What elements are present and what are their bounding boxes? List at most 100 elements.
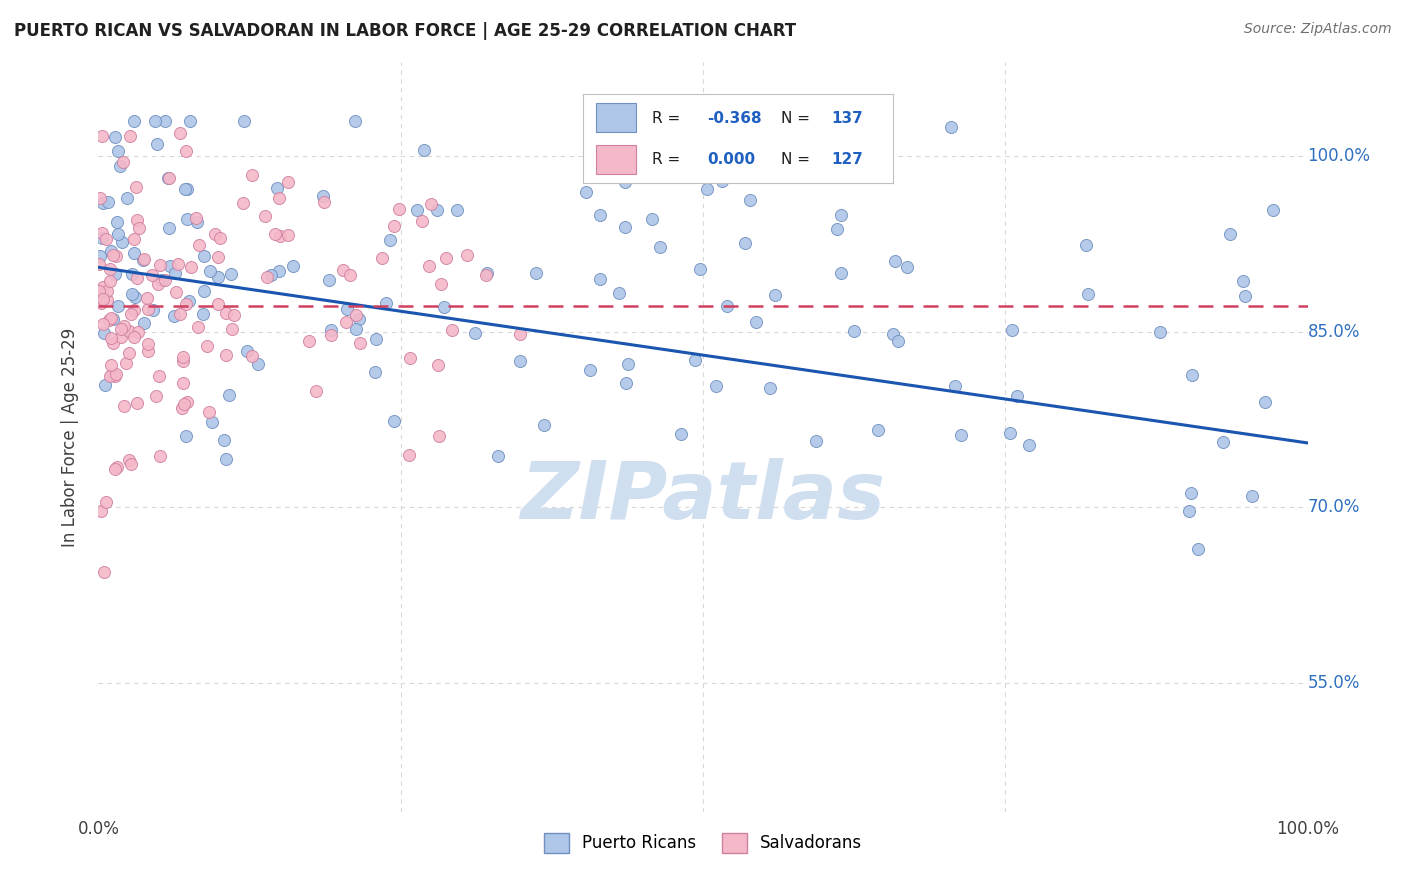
Point xyxy=(335,315,357,329)
Point xyxy=(98,274,121,288)
Point xyxy=(215,306,238,320)
Point xyxy=(112,318,135,333)
Point xyxy=(344,321,367,335)
Point xyxy=(89,249,111,263)
Point xyxy=(887,334,910,349)
Point xyxy=(141,268,163,283)
Point xyxy=(93,566,115,580)
Point xyxy=(177,294,200,309)
Point xyxy=(91,129,114,144)
Point xyxy=(254,209,277,223)
Point xyxy=(118,129,141,144)
Text: 85.0%: 85.0% xyxy=(1308,323,1360,341)
Point xyxy=(215,348,238,362)
Point xyxy=(98,369,121,384)
Point xyxy=(1219,227,1241,241)
Point xyxy=(90,296,112,310)
Point xyxy=(208,231,231,245)
Point xyxy=(509,327,531,342)
Point xyxy=(219,267,242,281)
Text: 70.0%: 70.0% xyxy=(1308,499,1360,516)
Point xyxy=(176,395,198,409)
Point xyxy=(685,353,707,368)
Point xyxy=(830,207,852,221)
Point xyxy=(125,396,148,410)
Point xyxy=(398,448,420,462)
Point xyxy=(198,405,221,419)
Point xyxy=(256,270,278,285)
Point xyxy=(207,250,229,264)
Point xyxy=(101,248,124,262)
Point xyxy=(222,309,245,323)
Point xyxy=(364,332,387,346)
Legend: Puerto Ricans, Salvadorans: Puerto Ricans, Salvadorans xyxy=(537,826,869,860)
Point xyxy=(446,202,468,217)
Point xyxy=(96,293,118,308)
Point xyxy=(163,266,186,280)
Point xyxy=(269,229,291,244)
Point xyxy=(122,114,145,128)
Point xyxy=(318,273,340,287)
Point xyxy=(195,339,218,353)
Point xyxy=(382,219,405,234)
Point xyxy=(173,397,195,411)
Point xyxy=(363,365,385,379)
Point xyxy=(533,418,555,433)
Point xyxy=(94,495,117,509)
Point xyxy=(218,388,240,402)
Point xyxy=(143,114,166,128)
Point xyxy=(641,212,664,227)
Point xyxy=(179,114,201,128)
Point xyxy=(1149,325,1171,339)
Point xyxy=(112,399,135,413)
Point xyxy=(464,326,486,340)
Point xyxy=(1254,395,1277,409)
Point xyxy=(758,381,780,395)
Point xyxy=(167,257,190,271)
Text: N =: N = xyxy=(782,112,815,126)
Point xyxy=(827,222,849,236)
Point xyxy=(111,155,134,169)
Point xyxy=(193,307,215,321)
Point xyxy=(96,232,118,246)
Point xyxy=(93,326,115,341)
Point xyxy=(174,182,197,196)
Point xyxy=(118,345,141,359)
Point xyxy=(97,195,120,210)
Point xyxy=(614,175,637,189)
Point xyxy=(575,186,598,200)
Point xyxy=(509,354,531,368)
Point xyxy=(420,197,443,211)
Text: PUERTO RICAN VS SALVADORAN IN LABOR FORCE | AGE 25-29 CORRELATION CHART: PUERTO RICAN VS SALVADORAN IN LABOR FORC… xyxy=(14,22,796,40)
Point xyxy=(716,299,738,313)
Point xyxy=(100,244,122,258)
Point xyxy=(193,284,215,298)
Point xyxy=(868,423,890,437)
Point xyxy=(186,211,208,226)
Point xyxy=(127,270,149,285)
Point xyxy=(105,460,128,475)
Point xyxy=(124,231,146,245)
Point xyxy=(115,356,138,370)
Point xyxy=(176,212,198,227)
Point xyxy=(1212,434,1234,449)
Point xyxy=(172,376,194,390)
Point xyxy=(172,354,194,368)
Point xyxy=(1240,490,1263,504)
Text: -0.368: -0.368 xyxy=(707,112,762,126)
Point xyxy=(319,323,342,337)
Point xyxy=(475,266,498,280)
Point xyxy=(198,264,221,278)
Point xyxy=(104,369,127,384)
Point xyxy=(1077,286,1099,301)
Point xyxy=(149,449,172,463)
Point xyxy=(266,181,288,195)
Point xyxy=(298,334,321,349)
Point xyxy=(98,313,121,327)
Point xyxy=(146,277,169,291)
Point xyxy=(103,336,125,351)
Point xyxy=(132,317,155,331)
Point xyxy=(440,323,463,337)
Point xyxy=(176,297,198,311)
Point xyxy=(104,268,127,282)
